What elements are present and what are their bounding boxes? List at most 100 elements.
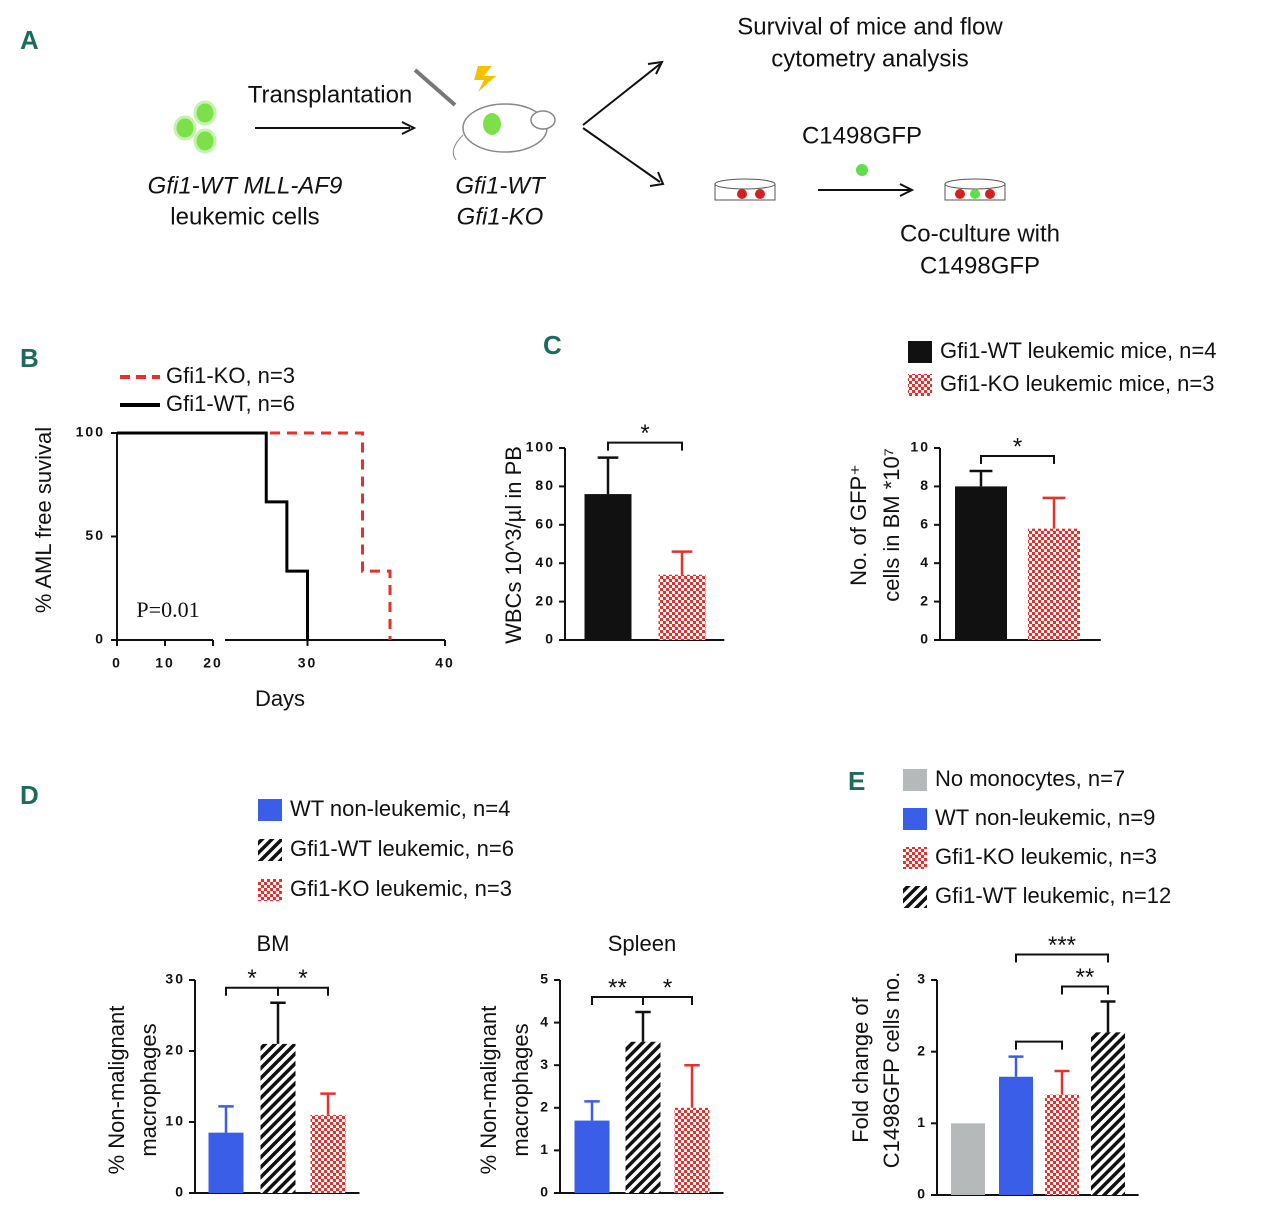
y-axis-label: % AML free suvival [31,427,56,613]
mouse-head [530,110,556,130]
donor-label: Gfi1-WT MLL-AF9 [148,172,343,199]
y-tick-label: 4 [540,1013,550,1029]
error-bar [584,1100,600,1121]
x-tick-label: 40 [435,655,455,671]
y-tick-label: 0 [920,631,930,647]
y-tick-label: 10 [910,439,930,455]
panel-letter: C [543,330,562,360]
y-tick-label: 10 [165,1113,185,1129]
y-tick-label: 0 [95,631,105,647]
panel-letter: D [20,780,39,810]
significance-bracket [1061,985,1109,995]
y-tick-label: 80 [535,477,555,493]
bar [310,1114,346,1193]
error-bar [684,1063,700,1108]
coculture-label: Co-culture with [900,220,1060,247]
error-bar [218,1105,234,1133]
significance-label: * [247,965,256,992]
x-tick-label: 0 [112,655,122,671]
legend-label: Gfi1-WT leukemic, n=12 [935,883,1171,908]
y-axis-label: macrophages [136,1023,161,1156]
p-value: P=0.01 [136,597,199,622]
y-axis-label: % Non-malignant [104,1006,129,1175]
y-tick-label: 6 [920,516,930,532]
legend-label: Gfi1-KO leukemic, n=3 [290,876,512,901]
y-tick-label: 0 [540,1184,550,1200]
coculture-label: C1498GFP [920,252,1040,279]
error-bar [635,1010,651,1042]
x-tick-label: 10 [155,655,175,671]
dish [944,178,1006,201]
legend-label: WT non-leukemic, n=4 [290,796,510,821]
error-bar [1008,1055,1024,1077]
y-tick-label: 1 [917,1114,927,1130]
significance-bracket [607,441,683,451]
bar [658,574,706,640]
bar [999,1076,1033,1195]
error-bar [1100,1000,1116,1033]
donor-label: leukemic cells [170,203,319,230]
mouse-body [462,103,548,153]
y-axis-label: macrophages [508,1023,533,1156]
significance-bracket [980,455,1055,465]
legend-swatch [908,341,932,363]
panel-letter: B [20,343,39,373]
legend-label: Gfi1-WT, n=6 [166,391,295,416]
legend-swatch [903,886,927,908]
gfp-cell [970,189,980,199]
dish [714,178,776,201]
error-bar [1042,496,1066,529]
significance-bracket [1015,953,1109,963]
significance-label: *** [1048,932,1076,959]
chart-title: Spleen [608,931,677,956]
y-tick-label: 40 [535,554,555,570]
arrow-label: Transplantation [248,81,413,108]
lightning [474,66,496,92]
y-tick-label: 100 [526,439,555,455]
y-axis-label: % Non-malignant [476,1006,501,1175]
cell [755,189,765,199]
legend-label: Gfi1-WT leukemic mice, n=4 [940,338,1217,363]
significance-label: * [1013,433,1022,460]
cell [193,100,217,126]
y-axis-label: cells in BM *10⁷ [879,448,904,602]
chart-title: BM [257,931,290,956]
legend-label: WT non-leukemic, n=9 [935,805,1155,830]
arrow [582,60,665,187]
legend-swatch [903,808,927,830]
y-tick-label: 1 [540,1141,550,1157]
bar [951,1123,985,1195]
bar [260,1043,296,1193]
legend-swatch [908,374,932,396]
bar [625,1041,661,1193]
arrow [818,183,915,197]
y-axis-label: WBCs 10^3/µl in PB [501,446,526,644]
y-tick-label: 5 [540,971,550,987]
legend-label: Gfi1-KO leukemic mice, n=3 [940,371,1214,396]
y-tick-label: 2 [920,592,930,608]
significance-bracket [1015,1040,1063,1050]
bar [208,1132,244,1193]
recipient-label: Gfi1-WT [455,172,547,199]
bar [1091,1032,1125,1195]
readout-label: cytometry analysis [771,45,968,72]
recipient-label: Gfi1-KO [457,203,544,230]
y-tick-label: 3 [917,971,927,987]
y-tick-label: 0 [917,1186,927,1202]
y-tick-label: 50 [85,527,105,543]
survival-line [117,431,392,640]
legend-label: Gfi1-KO, n=3 [166,363,295,388]
y-axis-label: No. of GFP⁺ [846,464,871,586]
bar [1028,528,1080,640]
error-bar [1054,1069,1070,1095]
x-tick-label: 30 [298,655,318,671]
y-tick-label: 60 [535,516,555,532]
legend-swatch [903,847,927,869]
panel-letter: E [848,766,865,796]
panel-letter: A [20,25,39,55]
legend-swatch [258,799,282,821]
y-tick-label: 20 [535,592,555,608]
cell [985,189,995,199]
legend-swatch [258,839,282,861]
